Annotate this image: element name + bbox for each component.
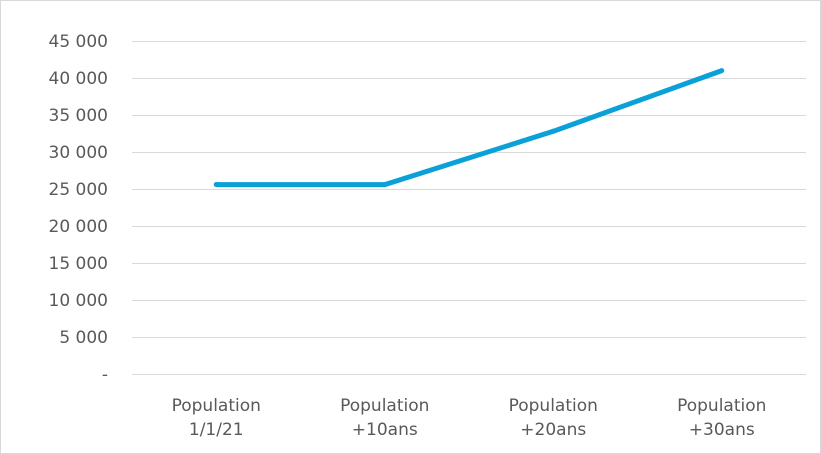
x-tick-label-line: Population — [172, 396, 261, 416]
y-tick-label: 35 000 — [49, 106, 108, 126]
x-tick-label-line: +20ans — [520, 420, 586, 440]
data-point — [382, 182, 388, 188]
x-tick-label: Population +30ans — [677, 396, 766, 440]
x-tick-label: Population +20ans — [509, 396, 598, 440]
y-tick-label: 40 000 — [49, 69, 108, 89]
y-tick-label: 15 000 — [49, 254, 108, 274]
gridlines — [132, 41, 806, 375]
data-point — [213, 182, 219, 188]
y-tick-label: 25 000 — [49, 180, 108, 200]
x-tick-label-line: +30ans — [689, 420, 755, 440]
y-tick-label: 5 000 — [59, 328, 108, 348]
data-point — [550, 128, 556, 134]
x-tick-label-line: 1/1/21 — [189, 420, 244, 440]
x-tick-label-line: Population — [340, 396, 429, 416]
x-tick-label: Population +10ans — [340, 396, 429, 440]
series-lines — [213, 68, 725, 188]
y-tick-label: 30 000 — [49, 143, 108, 163]
x-tick-label-line: Population — [509, 396, 598, 416]
data-point — [719, 68, 725, 74]
y-axis-tick-labels: 45 000 40 000 35 000 30 000 25 000 20 000 15 0… — [49, 32, 108, 385]
x-tick-label-line: +10ans — [352, 420, 418, 440]
x-tick-label-line: Population — [677, 396, 766, 416]
y-tick-label: - — [102, 365, 108, 385]
y-tick-label: 45 000 — [49, 32, 108, 52]
y-tick-label: 10 000 — [49, 291, 108, 311]
series-line — [216, 68, 723, 188]
x-tick-label: Population 1/1/21 — [172, 396, 261, 440]
y-tick-label: 20 000 — [49, 217, 108, 237]
